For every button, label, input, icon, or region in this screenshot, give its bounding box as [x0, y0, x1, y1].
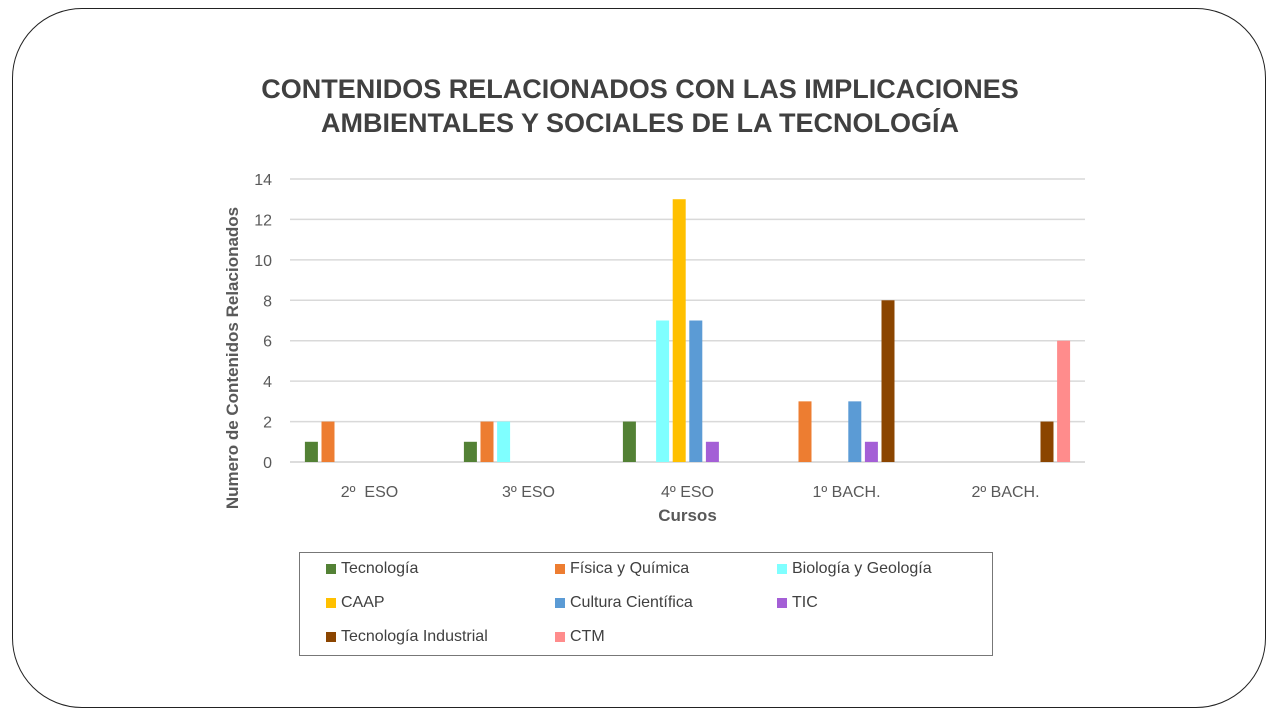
legend-swatch: [555, 632, 565, 642]
bar: [656, 320, 670, 462]
y-tick-label: 12: [254, 212, 272, 229]
bar: [497, 421, 511, 462]
y-tick-label: 14: [254, 172, 272, 189]
bar: [321, 421, 335, 462]
bar: [881, 300, 895, 462]
legend-item: CAAP: [326, 594, 385, 612]
legend-item: Tecnología: [326, 560, 418, 578]
legend-item: Cultura Científica: [555, 594, 693, 612]
bar: [622, 421, 636, 462]
bar: [480, 421, 494, 462]
legend-swatch: [326, 564, 336, 574]
y-tick-label: 0: [263, 455, 272, 472]
x-tick-label: 3º ESO: [502, 484, 555, 501]
chart-title-line-2: AMBIENTALES Y SOCIALES DE LA TECNOLOGÍA: [320, 108, 960, 138]
legend-label: CTM: [570, 628, 605, 645]
bar: [689, 320, 703, 462]
x-axis-label: Cursos: [658, 506, 717, 525]
slide-frame: [12, 8, 1266, 708]
y-tick-label: 4: [263, 374, 272, 391]
legend-label: TIC: [792, 594, 818, 611]
legend-swatch: [555, 564, 565, 574]
legend-label: Física y Química: [570, 560, 690, 577]
x-tick-label: 4º ESO: [661, 484, 714, 501]
y-tick-label: 2: [263, 415, 272, 432]
x-tick-label: 1º BACH.: [812, 484, 880, 501]
legend-label: Cultura Científica: [570, 594, 693, 611]
bar: [1040, 421, 1054, 462]
bar: [1057, 340, 1071, 462]
legend-label: Tecnología: [341, 560, 419, 577]
bar: [463, 441, 477, 462]
y-tick-label: 10: [254, 253, 272, 270]
bar: [672, 199, 686, 462]
x-tick-label: 2º ESO: [341, 484, 398, 501]
bar: [798, 401, 812, 462]
legend-swatch: [777, 564, 787, 574]
y-tick-label: 6: [263, 334, 272, 351]
bar: [705, 441, 719, 462]
legend-swatch: [777, 598, 787, 608]
legend-item: Física y Química: [555, 560, 689, 578]
bar: [304, 441, 318, 462]
legend-item: Biología y Geología: [777, 560, 932, 578]
bar: [864, 441, 878, 462]
legend-swatch: [555, 598, 565, 608]
x-tick-label: 2º BACH.: [971, 484, 1039, 501]
y-axis-label: Numero de Contenidos Relacionados: [223, 207, 242, 509]
legend-item: Tecnología Industrial: [326, 628, 488, 646]
legend-item: TIC: [777, 594, 818, 612]
legend-item: CTM: [555, 628, 605, 646]
legend-label: Tecnología Industrial: [341, 628, 488, 645]
bar: [848, 401, 862, 462]
legend-label: CAAP: [341, 594, 385, 611]
y-tick-label: 8: [263, 293, 272, 310]
legend: Tecnología Física y Química Biología y Geo…: [299, 552, 993, 656]
legend-swatch: [326, 632, 336, 642]
legend-swatch: [326, 598, 336, 608]
chart-title: CONTENIDOS RELACIONADOS CON LAS IMPLICAC…: [200, 72, 1080, 140]
legend-label: Biología y Geología: [792, 560, 932, 577]
chart-title-line-1: CONTENIDOS RELACIONADOS CON LAS IMPLICAC…: [261, 74, 1019, 104]
